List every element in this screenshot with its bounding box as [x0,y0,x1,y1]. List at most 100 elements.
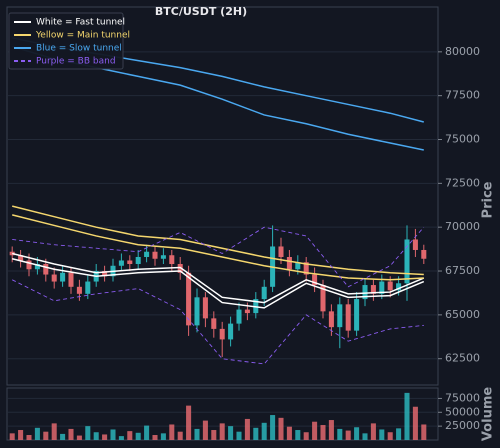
y2-tick-label: 25000 [445,419,480,432]
volume-bar [396,428,402,440]
candle-body [421,249,427,259]
volume-bar [127,431,133,440]
volume-bar [186,405,192,440]
legend-label: Purple = BB band [36,57,116,67]
volume-bar [379,429,385,440]
y-tick-label: 67500 [445,264,480,277]
legend-label: Blue = Slow tunnel [36,44,122,54]
candle-body [152,251,158,259]
volume-bar [362,433,368,440]
volume-bar [370,423,376,440]
candle-body [135,256,141,265]
candle-body [379,281,385,294]
band-line [12,226,425,288]
y-tick-label: 65000 [445,308,480,321]
volume-bar [228,426,234,440]
candle-body [244,309,250,314]
volume-bar [43,431,49,440]
candle-body [118,260,124,266]
candle-body [85,281,91,294]
candle-body [144,251,150,257]
candle-body [362,285,368,300]
volume-bar [68,428,74,440]
candle-body [387,281,393,291]
volume-bar [110,429,116,440]
candle-body [76,286,82,294]
volume-bar [118,436,124,440]
volume-bar [9,433,15,440]
candle-body [160,255,166,259]
legend-label: White = Fast tunnel [36,18,125,28]
volume-bar [278,417,284,440]
volume-bar [261,422,267,440]
y-tick-label: 72500 [445,176,480,189]
candle-body [211,318,217,329]
volume-bar [60,433,66,440]
volume-bar [85,426,91,440]
volume-bar [51,423,57,440]
candle-body [345,304,351,331]
volume-bar [219,423,225,440]
candle-body [312,274,318,286]
volume-bar [169,424,175,440]
candle-body [337,304,343,328]
y2-tick-label: 75000 [445,391,480,404]
candle-body [18,255,24,261]
volume-bar [312,421,318,440]
candle-body [51,274,57,282]
volume-bar [144,425,150,440]
y2-tick-label: 50000 [445,405,480,418]
y-axis-label: Price [481,181,496,218]
volume-bar [421,424,427,440]
volume-bar [177,431,183,440]
candle-body [328,311,334,328]
band-line [11,279,424,365]
candle-body [68,272,74,287]
candle-body [127,260,133,265]
volume-bar [286,426,292,440]
y-tick-label: 80000 [445,45,480,58]
volume-bar [303,432,309,440]
candle-body [404,239,410,284]
volume-bar [18,430,24,440]
candle-body [396,283,402,291]
band-line [12,205,424,276]
candle-body [202,297,208,319]
candle-body [219,328,225,340]
candle-body [370,285,376,294]
volume-bar [320,425,326,440]
volume-bar [26,435,32,440]
candle-body [320,285,326,312]
legend-box [8,12,124,70]
volume-bar [354,427,360,440]
volume-bar [244,418,250,440]
volume-bar [337,428,343,440]
candle-body [412,239,418,250]
candle-body [60,272,66,282]
candle-body [34,264,40,270]
candle-body [354,299,360,331]
candle-body [236,309,242,324]
band-line [12,258,425,309]
candle-body [286,256,292,270]
volume-bar [194,428,200,440]
candle-body [43,264,49,275]
y-tick-label: 77500 [445,89,480,102]
volume-bar [160,433,166,440]
candle-body [278,246,284,257]
volume-bar [387,432,393,440]
candle-body [169,255,175,265]
volume-bar [328,420,334,440]
volume-bar [211,430,217,440]
candle-body [261,286,267,300]
y2-axis-label: Volume [481,387,496,442]
volume-bar [236,431,242,440]
y-tick-label: 62500 [445,352,480,365]
volume-bar [135,432,141,440]
marks [8,37,442,440]
volume-bar [412,406,418,440]
volume-bar [152,435,158,440]
candle-body [295,262,301,270]
